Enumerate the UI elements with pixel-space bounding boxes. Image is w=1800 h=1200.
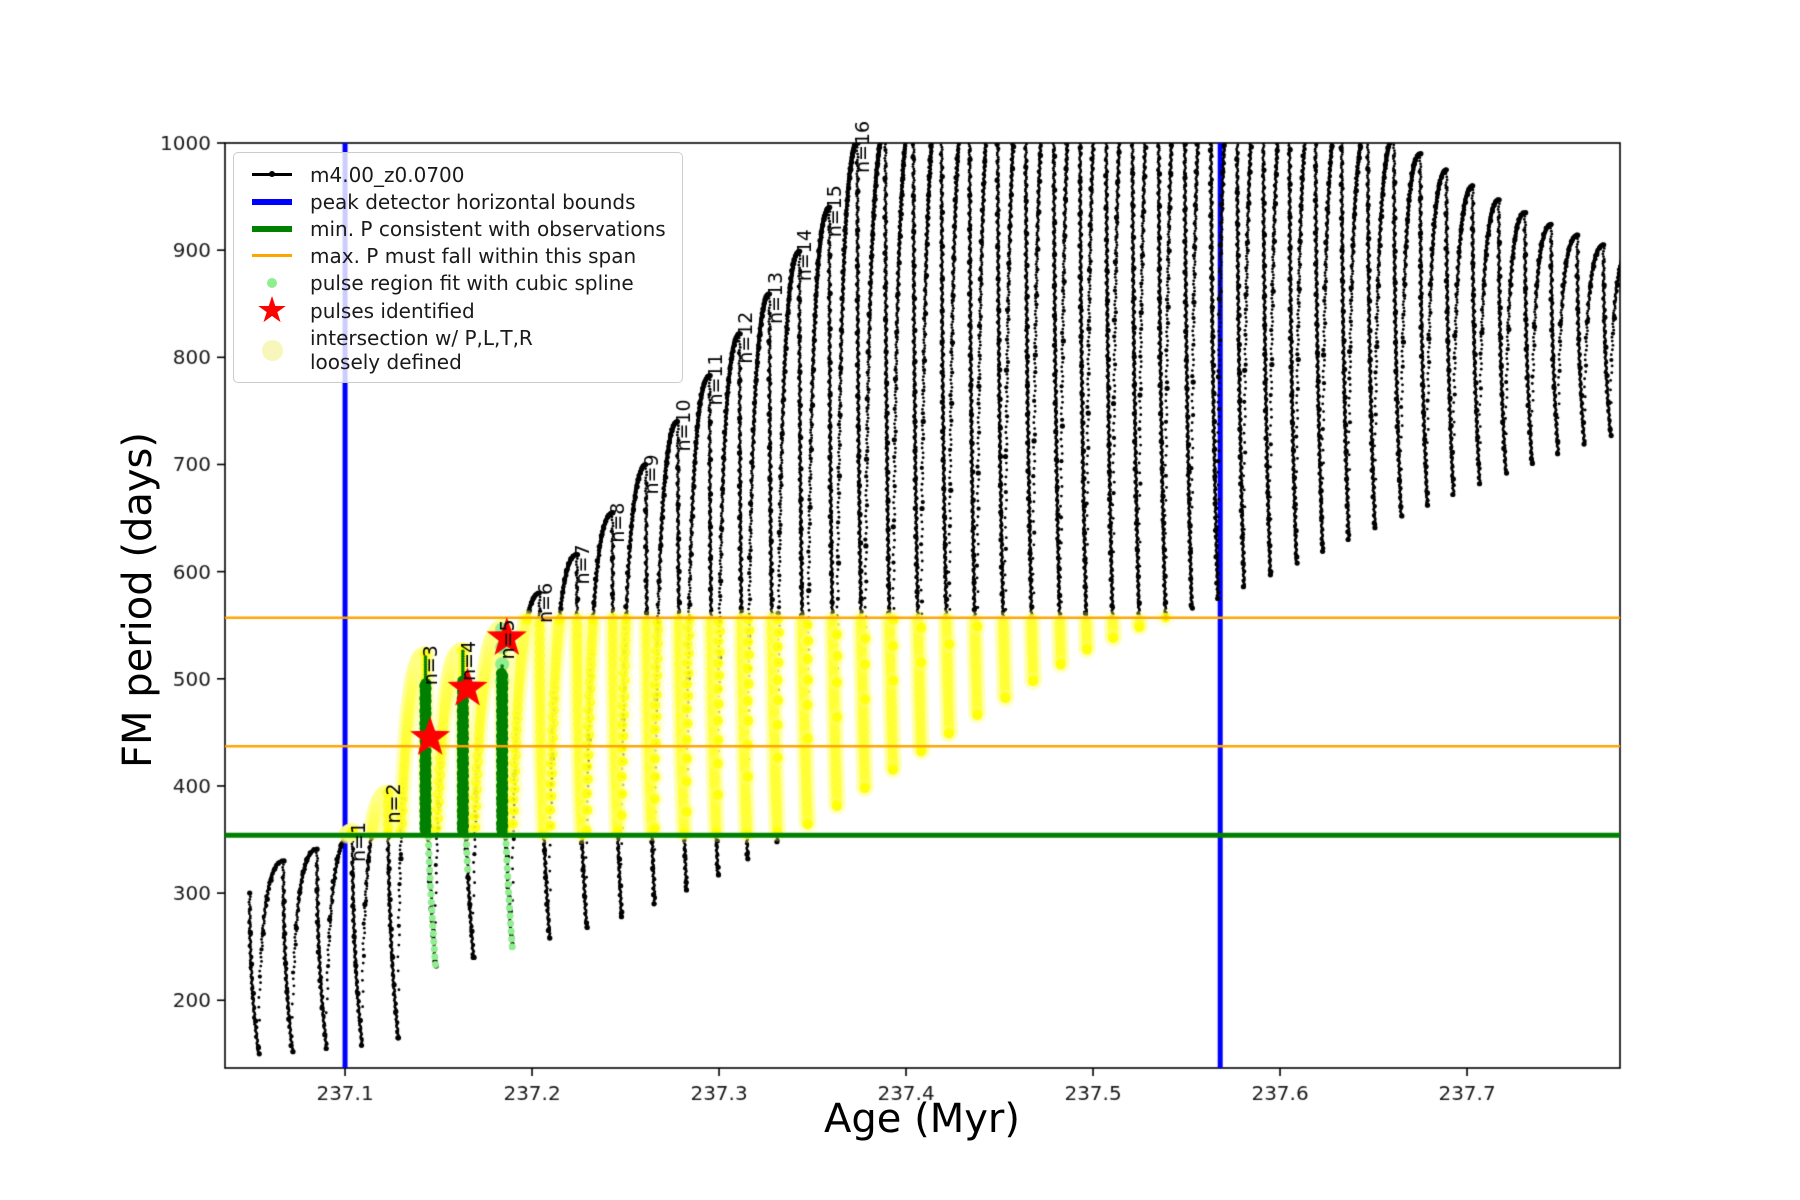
legend-label: pulses identified (310, 299, 475, 323)
legend-label: peak detector horizontal bounds (310, 189, 636, 214)
red-star-icon: ★ (255, 290, 289, 331)
orange-line-icon (246, 254, 298, 257)
blue-line-icon (246, 198, 298, 205)
legend-label: intersection w/ P,L,T,R loosely defined (310, 326, 533, 374)
green-line-icon (246, 225, 298, 232)
legend-label: m4.00_z0.0700 (310, 162, 465, 187)
legend-item-pulses: ★ pulses identified (246, 290, 666, 331)
legend-item-min-p: min. P consistent with observations (246, 215, 666, 242)
legend-item-intersection: intersection w/ P,L,T,R loosely defined (246, 326, 666, 374)
legend-label: min. P consistent with observations (310, 216, 666, 241)
legend-label: max. P must fall within this span (310, 243, 637, 268)
series-line-icon (246, 171, 298, 177)
pale-yellow-dot-icon (246, 339, 298, 361)
legend: m4.00_z0.0700 peak detector horizontal b… (233, 152, 683, 383)
x-axis-label: Age (Myr) (824, 1096, 1020, 1142)
lightgreen-dot-icon (246, 277, 298, 288)
legend-item-spline: pulse region fit with cubic spline (246, 269, 666, 296)
legend-item-series: m4.00_z0.0700 (246, 161, 666, 188)
legend-item-peak-bounds: peak detector horizontal bounds (246, 188, 666, 215)
y-axis-label: FM period (days) (115, 432, 161, 768)
legend-item-max-p: max. P must fall within this span (246, 242, 666, 269)
legend-label: pulse region fit with cubic spline (310, 270, 634, 295)
